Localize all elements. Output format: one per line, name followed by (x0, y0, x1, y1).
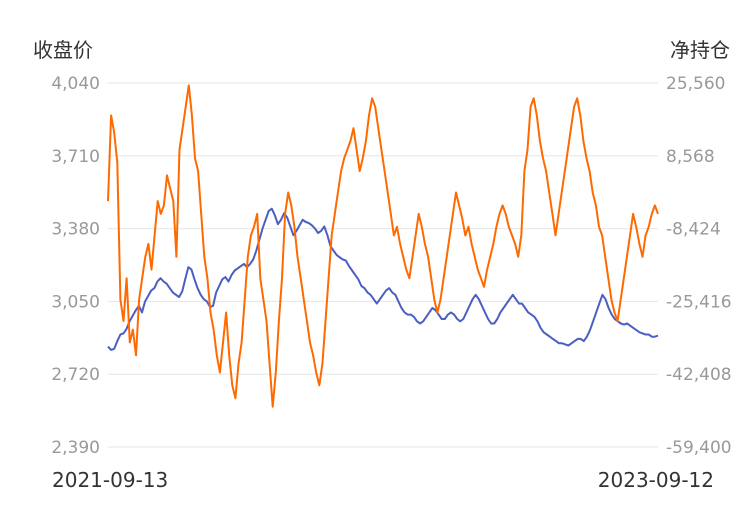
price-series-line (107, 207, 659, 351)
left-axis-title: 收盘价 (33, 38, 93, 62)
right-tick-label: -8,424 (666, 220, 721, 240)
left-tick-labels: 4,040 3,710 3,380 3,050 2,720 2,390 (51, 74, 100, 458)
right-tick-label: -42,408 (666, 365, 732, 385)
right-tick-label: 25,560 (666, 74, 725, 94)
x-start-label: 2021-09-13 (52, 468, 169, 492)
left-tick-label: 3,380 (51, 220, 100, 240)
net-position-series-line (107, 84, 659, 408)
left-tick-label: 3,710 (51, 147, 100, 167)
right-tick-label: -25,416 (666, 292, 732, 312)
left-tick-label: 2,720 (51, 365, 100, 385)
right-tick-labels: 25,560 8,568 -8,424 -25,416 -42,408 -59,400 (666, 74, 732, 458)
series-lines (107, 84, 659, 408)
left-tick-label: 2,390 (51, 438, 100, 458)
right-tick-label: -59,400 (666, 438, 732, 458)
left-tick-label: 4,040 (51, 74, 100, 94)
right-tick-label: 8,568 (666, 147, 715, 167)
left-tick-label: 3,050 (51, 292, 100, 312)
right-axis-title: 净持仓 (670, 38, 730, 62)
grid-lines (108, 82, 658, 448)
x-end-label: 2023-09-12 (597, 468, 714, 492)
